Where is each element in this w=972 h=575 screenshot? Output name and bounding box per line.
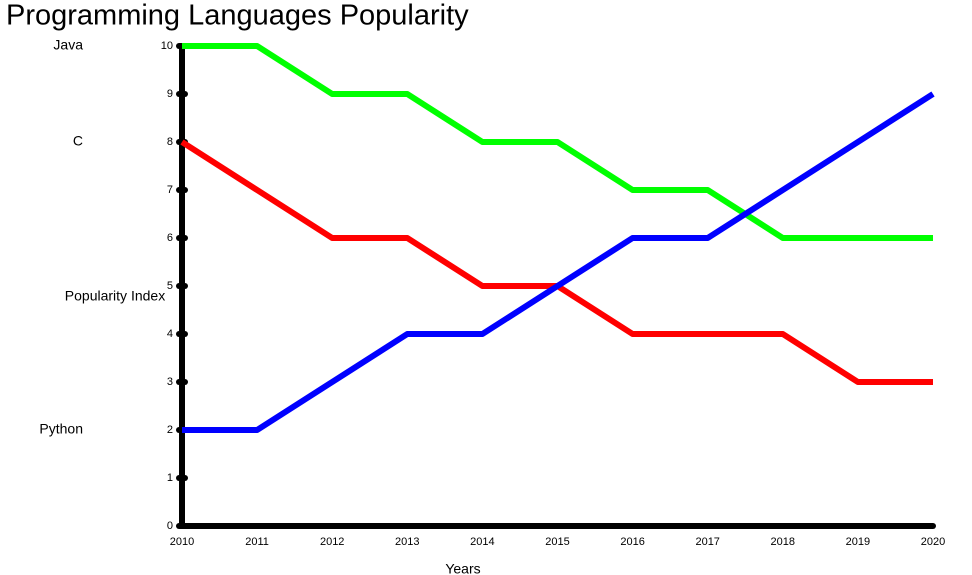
x-tick-label: 2018 (771, 536, 795, 548)
x-tick-label: 2010 (170, 536, 194, 548)
legend-label: Python (39, 421, 83, 437)
x-tick-label: 2011 (245, 536, 269, 548)
y-axis-label: Popularity Index (65, 288, 165, 304)
x-axis-label: Years (445, 561, 480, 575)
x-tick-label: 2015 (545, 536, 569, 548)
y-tick-label: 8 (167, 136, 173, 148)
y-tick-label: 1 (167, 472, 173, 484)
chart-title: Programming Languages Popularity (6, 0, 469, 32)
x-tick-label: 2019 (846, 536, 870, 548)
x-tick-label: 2017 (695, 536, 719, 548)
legend-label: Java (53, 37, 83, 53)
x-tick-label: 2012 (320, 536, 344, 548)
x-tick-label: 2014 (470, 536, 494, 548)
y-tick-label: 3 (167, 376, 173, 388)
x-tick-label: 2020 (921, 536, 945, 548)
line-series (182, 91, 935, 433)
y-tick-label: 5 (167, 280, 173, 292)
y-tick-label: 0 (167, 520, 173, 532)
y-tick-label: 7 (167, 184, 173, 196)
y-tick-label: 9 (167, 88, 173, 100)
x-tick-label: 2013 (395, 536, 419, 548)
y-tick-label: 10 (161, 40, 173, 52)
x-tick-label: 2016 (620, 536, 644, 548)
y-tick-label: 6 (167, 232, 173, 244)
legend-label: C (73, 133, 83, 149)
y-tick-label: 2 (167, 424, 173, 436)
line-series (180, 139, 933, 385)
y-tick-label: 4 (167, 328, 173, 340)
line-series (182, 43, 933, 241)
